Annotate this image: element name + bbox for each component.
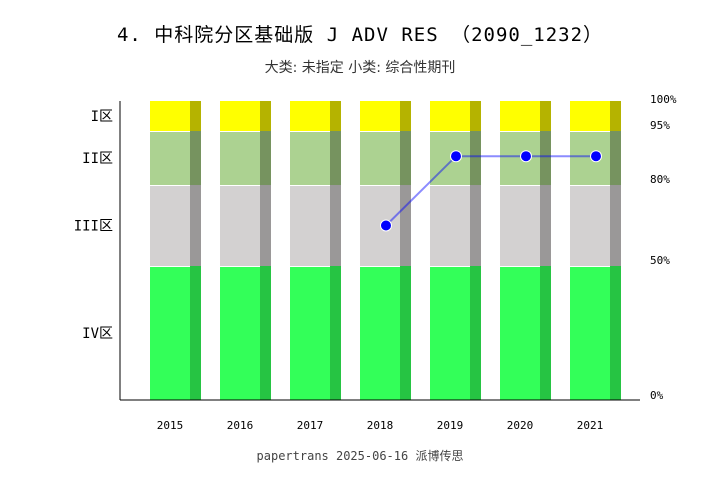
- x-tick-label: 2020: [507, 419, 534, 432]
- bar-shade-2015-0: [190, 266, 201, 400]
- x-tick-label: 2019: [437, 419, 464, 432]
- bar-segment-2020-1: [500, 186, 540, 266]
- bar-shade-2018-1: [400, 185, 411, 266]
- bar-segment-2019-0: [430, 267, 470, 400]
- bar-segment-2019-1: [430, 186, 470, 266]
- footer: papertrans 2025-06-16 派博传思: [256, 449, 464, 463]
- zone-label: III区: [74, 219, 113, 235]
- bar-segment-2016-2: [220, 132, 260, 185]
- bar-segment-2018-1: [360, 186, 400, 266]
- bar-shade-2019-3: [470, 101, 481, 131]
- bar-segment-2021-1: [570, 186, 610, 266]
- bar-shade-2019-2: [470, 131, 481, 185]
- bar-segment-2020-2: [500, 132, 540, 185]
- bar-shade-2017-2: [330, 131, 341, 185]
- right-tick-label: 80%: [650, 173, 670, 186]
- right-tick-label: 0%: [650, 389, 664, 402]
- bar-shade-2021-3: [610, 101, 621, 131]
- bar-segment-2016-3: [220, 101, 260, 131]
- bar-segment-2017-1: [290, 186, 330, 266]
- bar-segment-2017-2: [290, 132, 330, 185]
- bar-segment-2019-2: [430, 132, 470, 185]
- bar-shade-2020-3: [540, 101, 551, 131]
- bar-segment-2018-2: [360, 132, 400, 185]
- bar-shade-2019-1: [470, 185, 481, 266]
- data-point: [590, 150, 602, 163]
- zone-label: IV区: [82, 326, 113, 342]
- bar-shade-2020-1: [540, 185, 551, 266]
- bar-shade-2021-1: [610, 185, 621, 266]
- bar-segment-2020-3: [500, 101, 540, 131]
- bar-shade-2018-2: [400, 131, 411, 185]
- bar-segment-2015-0: [150, 267, 190, 400]
- bar-shade-2021-0: [610, 266, 621, 400]
- right-tick-label: 50%: [650, 254, 670, 267]
- bar-shade-2021-2: [610, 131, 621, 185]
- x-tick-label: 2018: [367, 419, 394, 432]
- zone-label: II区: [82, 151, 113, 167]
- bar-shade-2016-1: [260, 185, 271, 266]
- x-tick-label: 2016: [227, 419, 254, 432]
- right-tick-label: 95%: [650, 119, 670, 132]
- bar-segment-2019-3: [430, 101, 470, 131]
- bar-segment-2016-1: [220, 186, 260, 266]
- bar-shade-2019-0: [470, 266, 481, 400]
- bar-shade-2015-1: [190, 185, 201, 266]
- bar-segment-2015-1: [150, 186, 190, 266]
- x-tick-label: 2015: [157, 419, 184, 432]
- bar-shade-2020-0: [540, 266, 551, 400]
- bar-segment-2020-0: [500, 267, 540, 400]
- bar-shade-2017-3: [330, 101, 341, 131]
- bar-shade-2017-1: [330, 185, 341, 266]
- chart-title: 4. 中科院分区基础版 J ADV RES （2090_1232）: [116, 24, 604, 46]
- bar-segment-2016-0: [220, 267, 260, 400]
- trend-line: [385, 155, 596, 227]
- bar-shade-2016-3: [260, 101, 271, 131]
- bar-segment-2021-0: [570, 267, 610, 400]
- bar-shade-2018-0: [400, 266, 411, 400]
- bar-segment-2018-3: [360, 101, 400, 131]
- bar-segment-2018-0: [360, 267, 400, 400]
- bar-shade-2020-2: [540, 131, 551, 185]
- bar-shade-2018-3: [400, 101, 411, 131]
- bar-segment-2021-2: [570, 132, 610, 185]
- zone-label: I区: [91, 109, 113, 125]
- x-tick-label: 2017: [297, 419, 324, 432]
- bar-segment-2017-3: [290, 101, 330, 131]
- bar-shade-2015-2: [190, 131, 201, 185]
- data-point: [380, 219, 392, 232]
- bar-segment-2021-3: [570, 101, 610, 131]
- data-point: [450, 150, 462, 163]
- bar-shade-2016-0: [260, 266, 271, 400]
- bar-shade-2015-3: [190, 101, 201, 131]
- bar-shade-2017-0: [330, 266, 341, 400]
- chart-subtitle: 大类: 未指定 小类: 综合性期刊: [264, 60, 456, 76]
- bar-segment-2015-3: [150, 101, 190, 131]
- bar-segment-2015-2: [150, 132, 190, 185]
- data-point: [520, 150, 532, 163]
- bar-segment-2017-0: [290, 267, 330, 400]
- x-tick-label: 2021: [577, 419, 604, 432]
- bar-shade-2016-2: [260, 131, 271, 185]
- right-tick-label: 100%: [650, 93, 677, 106]
